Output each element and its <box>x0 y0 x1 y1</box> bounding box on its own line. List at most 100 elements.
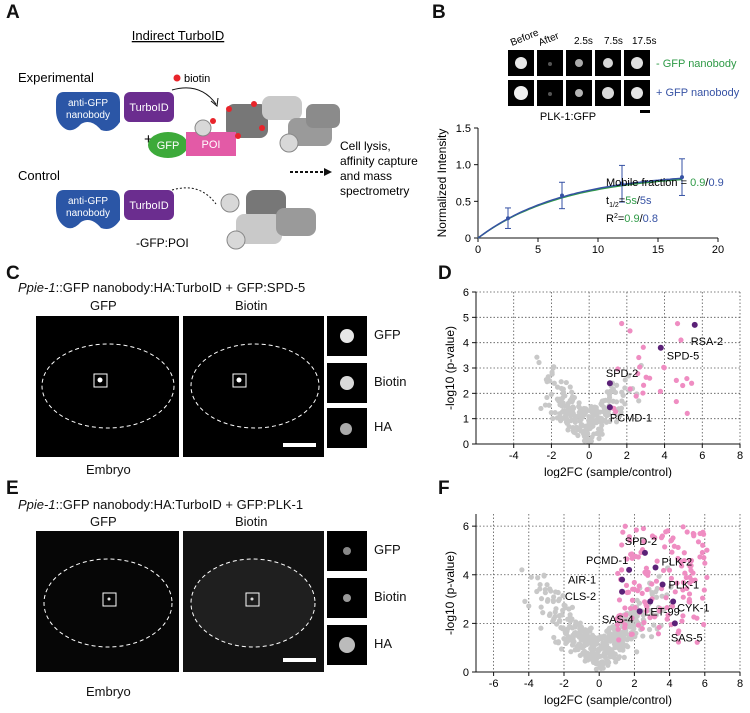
turboid-text: TurboID <box>129 102 168 114</box>
data-point <box>634 649 640 655</box>
control-turboid-text: TurboID <box>129 200 168 212</box>
enriched-point <box>615 366 621 372</box>
enriched-point <box>675 544 681 551</box>
data-point <box>538 604 544 610</box>
zoom-biotin <box>327 363 367 403</box>
enriched-point <box>669 549 675 555</box>
enriched-point <box>684 529 690 535</box>
enriched-point <box>668 575 675 581</box>
panel-c-title: Ppie-1::GFP nanobody:HA:TurboID + GFP:SP… <box>18 280 305 295</box>
enriched-point <box>665 612 671 618</box>
control-nanobody-shape <box>56 190 120 229</box>
enriched-point <box>681 557 687 564</box>
data-point <box>536 359 542 366</box>
data-point <box>640 633 646 639</box>
y-tick-label: 0 <box>465 233 471 245</box>
nanobody-text-2: nanobody <box>66 110 110 121</box>
gfp-shape <box>148 132 188 158</box>
enriched-point <box>633 393 639 399</box>
row-label-plus: + GFP nanobody <box>656 87 740 99</box>
y-tick-label: 2 <box>463 618 469 630</box>
y-tick-label: 4 <box>463 570 469 582</box>
data-point <box>569 397 576 403</box>
data-point <box>551 364 557 370</box>
data-point <box>649 589 655 596</box>
y-tick-label: 1.0 <box>456 160 471 172</box>
data-point <box>558 646 565 652</box>
data-point <box>636 398 642 404</box>
workflow-text-3: and mass <box>340 169 392 183</box>
data-point <box>582 658 588 664</box>
data-point <box>538 596 545 602</box>
data-point <box>555 639 562 645</box>
enriched-point <box>623 612 629 618</box>
enriched-point <box>653 578 660 584</box>
svg-text:R2=0.9/0.8: R2=0.9/0.8 <box>606 213 658 225</box>
enriched-point <box>627 386 633 392</box>
enriched-point <box>640 382 647 388</box>
x-tick-label: 2 <box>631 678 637 690</box>
zoom-ha <box>327 625 367 665</box>
highlighted-point <box>647 598 654 605</box>
data-point <box>582 627 588 633</box>
x-tick-label: -4 <box>509 450 519 462</box>
data-point <box>544 394 550 401</box>
data-point <box>537 581 543 588</box>
enriched-point <box>655 631 662 637</box>
data-point <box>567 384 573 390</box>
data-point <box>577 641 583 648</box>
data-point <box>577 620 583 626</box>
promoter-label: Ppie-1 <box>18 280 56 295</box>
data-point <box>620 647 626 653</box>
scale-bar <box>283 658 316 662</box>
enriched-point <box>614 616 620 622</box>
data-point <box>610 398 616 404</box>
enriched-point <box>619 320 625 327</box>
data-point <box>534 354 540 360</box>
enriched-point <box>637 364 643 370</box>
enriched-point <box>697 554 703 560</box>
data-point <box>606 411 612 418</box>
data-point <box>577 626 583 632</box>
data-point <box>551 380 557 386</box>
stat-label: R <box>606 213 614 225</box>
highlighted-point <box>606 380 613 387</box>
highlighted-point <box>652 564 659 571</box>
data-point <box>560 193 564 198</box>
enriched-point <box>658 535 665 541</box>
data-point <box>606 398 612 404</box>
data-point <box>556 613 562 619</box>
data-point <box>602 645 608 652</box>
data-point <box>578 637 584 643</box>
panel-letter-f: F <box>438 478 450 499</box>
x-tick-label: 0 <box>475 244 481 256</box>
embryo-label: Embryo <box>86 684 131 699</box>
zoom-ha <box>327 408 367 448</box>
enriched-point <box>652 535 658 541</box>
data-point <box>646 626 653 633</box>
enriched-point <box>672 589 678 595</box>
enriched-point <box>691 614 697 620</box>
poi-text: POI <box>202 139 221 151</box>
inset-label-gfp: GFP <box>374 327 401 342</box>
data-point <box>627 623 634 629</box>
data-point <box>519 567 525 573</box>
enriched-point <box>661 365 667 371</box>
data-point <box>620 181 624 186</box>
data-point <box>640 612 646 618</box>
data-point <box>617 641 623 648</box>
data-point <box>548 391 554 397</box>
y-tick-label: 2 <box>463 388 469 400</box>
data-point <box>607 418 613 425</box>
data-point <box>585 654 591 660</box>
enriched-point <box>678 337 684 343</box>
enriched-point <box>629 615 635 621</box>
y-tick-label: 1 <box>463 414 469 426</box>
point-label: PLK-2 <box>662 556 693 568</box>
protein-shape <box>226 104 268 138</box>
workflow-text-4: spectrometry <box>340 184 409 198</box>
data-point <box>561 635 567 642</box>
stat-value: 5s <box>640 195 652 207</box>
data-point <box>549 371 555 377</box>
zoom-gfp <box>327 531 367 571</box>
